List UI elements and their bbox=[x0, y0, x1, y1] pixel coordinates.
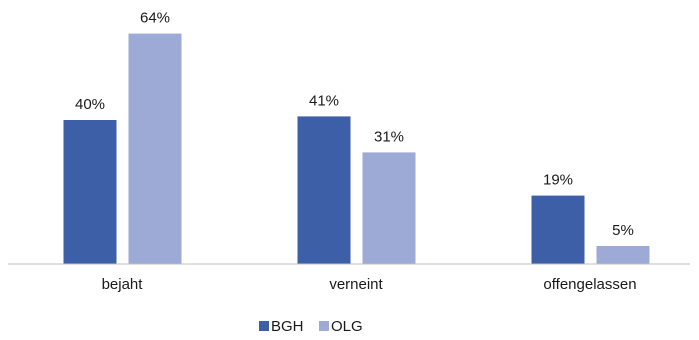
bar-bgh-bejaht bbox=[63, 120, 117, 264]
bar-bgh-verneint bbox=[297, 116, 351, 265]
legend-label-bgh: BGH bbox=[271, 318, 304, 335]
legend: BGH OLG bbox=[259, 318, 363, 335]
legend-swatch-olg bbox=[319, 321, 329, 331]
data-label-olg-verneint: 31% bbox=[374, 128, 404, 145]
data-label-olg-offengelassen: 5% bbox=[612, 222, 634, 239]
category-labels-group: bejaht verneint offengelassen bbox=[102, 276, 637, 293]
bar-olg-offengelassen bbox=[596, 246, 650, 264]
data-label-bgh-bejaht: 40% bbox=[75, 96, 105, 113]
category-label-verneint: verneint bbox=[329, 276, 383, 293]
bar-olg-bejaht bbox=[128, 33, 182, 264]
legend-swatch-bgh bbox=[259, 321, 269, 331]
data-label-bgh-verneint: 41% bbox=[309, 92, 339, 109]
bars-group bbox=[63, 33, 650, 265]
category-label-bejaht: bejaht bbox=[102, 276, 144, 293]
value-labels-group: 40% 64% 41% 31% 19% 5% bbox=[75, 10, 634, 239]
category-label-offengelassen: offengelassen bbox=[543, 276, 636, 293]
legend-label-olg: OLG bbox=[331, 318, 363, 335]
data-label-bgh-offengelassen: 19% bbox=[543, 172, 573, 189]
bar-olg-verneint bbox=[362, 152, 416, 264]
data-label-olg-bejaht: 64% bbox=[140, 10, 170, 27]
bar-bgh-offengelassen bbox=[531, 195, 585, 264]
